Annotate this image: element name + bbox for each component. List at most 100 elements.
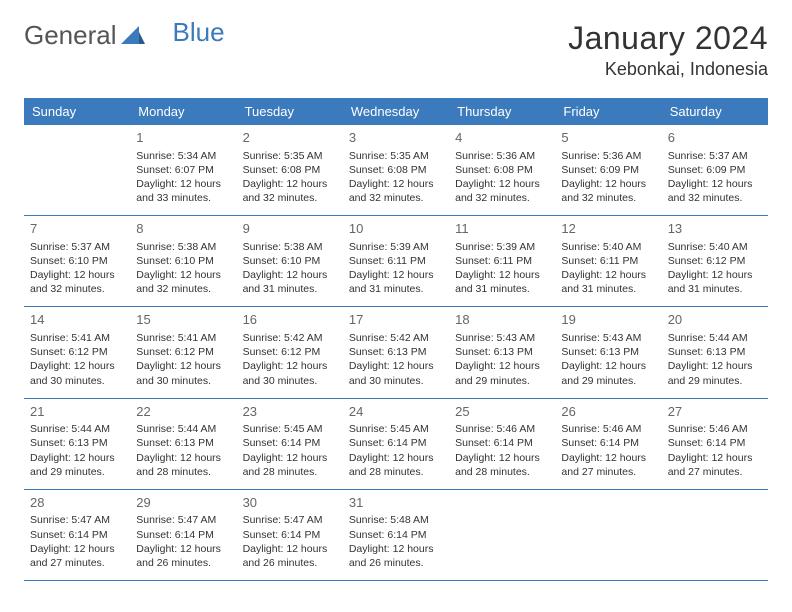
day-number: 6: [668, 129, 762, 147]
dl1-text: Daylight: 12 hours: [349, 177, 443, 191]
sunrise-text: Sunrise: 5:36 AM: [561, 149, 655, 163]
dl2-text: and 31 minutes.: [561, 282, 655, 296]
sunset-text: Sunset: 6:12 PM: [136, 345, 230, 359]
dl2-text: and 32 minutes.: [136, 282, 230, 296]
brand-blue: Blue: [173, 17, 225, 48]
dl1-text: Daylight: 12 hours: [243, 542, 337, 556]
calendar-day-cell: 10Sunrise: 5:39 AMSunset: 6:11 PMDayligh…: [343, 216, 449, 307]
sunrise-text: Sunrise: 5:36 AM: [455, 149, 549, 163]
dl2-text: and 30 minutes.: [136, 374, 230, 388]
dl1-text: Daylight: 12 hours: [349, 542, 443, 556]
sunset-text: Sunset: 6:13 PM: [349, 345, 443, 359]
day-number: 3: [349, 129, 443, 147]
dl1-text: Daylight: 12 hours: [455, 268, 549, 282]
sunset-text: Sunset: 6:10 PM: [243, 254, 337, 268]
sunrise-text: Sunrise: 5:46 AM: [668, 422, 762, 436]
day-number: 18: [455, 311, 549, 329]
calendar-day-cell: 21Sunrise: 5:44 AMSunset: 6:13 PMDayligh…: [24, 398, 130, 489]
calendar-day-cell: 2Sunrise: 5:35 AMSunset: 6:08 PMDaylight…: [237, 125, 343, 216]
dl2-text: and 31 minutes.: [668, 282, 762, 296]
sunset-text: Sunset: 6:13 PM: [668, 345, 762, 359]
day-number: 8: [136, 220, 230, 238]
dl1-text: Daylight: 12 hours: [668, 177, 762, 191]
sunset-text: Sunset: 6:11 PM: [455, 254, 549, 268]
dl2-text: and 26 minutes.: [243, 556, 337, 570]
dl2-text: and 31 minutes.: [349, 282, 443, 296]
calendar-day-cell: [555, 489, 661, 580]
weekday-header: Sunday: [24, 98, 130, 125]
dl2-text: and 32 minutes.: [668, 191, 762, 205]
day-number: 17: [349, 311, 443, 329]
sunset-text: Sunset: 6:14 PM: [561, 436, 655, 450]
calendar-day-cell: 22Sunrise: 5:44 AMSunset: 6:13 PMDayligh…: [130, 398, 236, 489]
calendar-week-row: 14Sunrise: 5:41 AMSunset: 6:12 PMDayligh…: [24, 307, 768, 398]
dl2-text: and 29 minutes.: [455, 374, 549, 388]
sunset-text: Sunset: 6:09 PM: [668, 163, 762, 177]
day-number: 13: [668, 220, 762, 238]
day-number: 25: [455, 403, 549, 421]
day-number: 23: [243, 403, 337, 421]
sunset-text: Sunset: 6:10 PM: [30, 254, 124, 268]
sunrise-text: Sunrise: 5:39 AM: [349, 240, 443, 254]
day-number: 21: [30, 403, 124, 421]
sunrise-text: Sunrise: 5:44 AM: [30, 422, 124, 436]
dl2-text: and 27 minutes.: [561, 465, 655, 479]
day-number: 4: [455, 129, 549, 147]
dl1-text: Daylight: 12 hours: [243, 359, 337, 373]
calendar-day-cell: 29Sunrise: 5:47 AMSunset: 6:14 PMDayligh…: [130, 489, 236, 580]
dl1-text: Daylight: 12 hours: [136, 451, 230, 465]
sunrise-text: Sunrise: 5:46 AM: [561, 422, 655, 436]
sunset-text: Sunset: 6:11 PM: [349, 254, 443, 268]
day-number: 9: [243, 220, 337, 238]
sunrise-text: Sunrise: 5:37 AM: [668, 149, 762, 163]
calendar-day-cell: 23Sunrise: 5:45 AMSunset: 6:14 PMDayligh…: [237, 398, 343, 489]
sunrise-text: Sunrise: 5:47 AM: [243, 513, 337, 527]
dl2-text: and 30 minutes.: [30, 374, 124, 388]
sunrise-text: Sunrise: 5:45 AM: [349, 422, 443, 436]
dl2-text: and 32 minutes.: [349, 191, 443, 205]
dl1-text: Daylight: 12 hours: [30, 268, 124, 282]
day-number: 5: [561, 129, 655, 147]
calendar-day-cell: 7Sunrise: 5:37 AMSunset: 6:10 PMDaylight…: [24, 216, 130, 307]
dl2-text: and 27 minutes.: [668, 465, 762, 479]
sunset-text: Sunset: 6:14 PM: [668, 436, 762, 450]
sunrise-text: Sunrise: 5:38 AM: [136, 240, 230, 254]
dl1-text: Daylight: 12 hours: [136, 177, 230, 191]
dl2-text: and 29 minutes.: [30, 465, 124, 479]
dl2-text: and 30 minutes.: [243, 374, 337, 388]
dl1-text: Daylight: 12 hours: [668, 451, 762, 465]
calendar-day-cell: 31Sunrise: 5:48 AMSunset: 6:14 PMDayligh…: [343, 489, 449, 580]
dl1-text: Daylight: 12 hours: [136, 268, 230, 282]
calendar-table: SundayMondayTuesdayWednesdayThursdayFrid…: [24, 98, 768, 581]
calendar-day-cell: [449, 489, 555, 580]
dl2-text: and 31 minutes.: [243, 282, 337, 296]
sunrise-text: Sunrise: 5:39 AM: [455, 240, 549, 254]
sunset-text: Sunset: 6:14 PM: [243, 436, 337, 450]
title-block: January 2024 Kebonkai, Indonesia: [568, 20, 768, 80]
sunset-text: Sunset: 6:13 PM: [30, 436, 124, 450]
calendar-day-cell: 27Sunrise: 5:46 AMSunset: 6:14 PMDayligh…: [662, 398, 768, 489]
calendar-week-row: 21Sunrise: 5:44 AMSunset: 6:13 PMDayligh…: [24, 398, 768, 489]
dl1-text: Daylight: 12 hours: [668, 359, 762, 373]
dl2-text: and 26 minutes.: [349, 556, 443, 570]
dl1-text: Daylight: 12 hours: [561, 177, 655, 191]
sunset-text: Sunset: 6:12 PM: [668, 254, 762, 268]
dl2-text: and 28 minutes.: [136, 465, 230, 479]
dl1-text: Daylight: 12 hours: [30, 451, 124, 465]
sunset-text: Sunset: 6:14 PM: [30, 528, 124, 542]
day-number: 27: [668, 403, 762, 421]
sunrise-text: Sunrise: 5:43 AM: [455, 331, 549, 345]
sunrise-text: Sunrise: 5:41 AM: [30, 331, 124, 345]
dl2-text: and 28 minutes.: [349, 465, 443, 479]
day-number: 29: [136, 494, 230, 512]
dl1-text: Daylight: 12 hours: [136, 359, 230, 373]
sunset-text: Sunset: 6:08 PM: [243, 163, 337, 177]
dl1-text: Daylight: 12 hours: [561, 451, 655, 465]
calendar-week-row: 28Sunrise: 5:47 AMSunset: 6:14 PMDayligh…: [24, 489, 768, 580]
dl1-text: Daylight: 12 hours: [455, 359, 549, 373]
sunrise-text: Sunrise: 5:37 AM: [30, 240, 124, 254]
location-label: Kebonkai, Indonesia: [568, 59, 768, 80]
day-number: 1: [136, 129, 230, 147]
dl1-text: Daylight: 12 hours: [30, 359, 124, 373]
calendar-day-cell: [662, 489, 768, 580]
